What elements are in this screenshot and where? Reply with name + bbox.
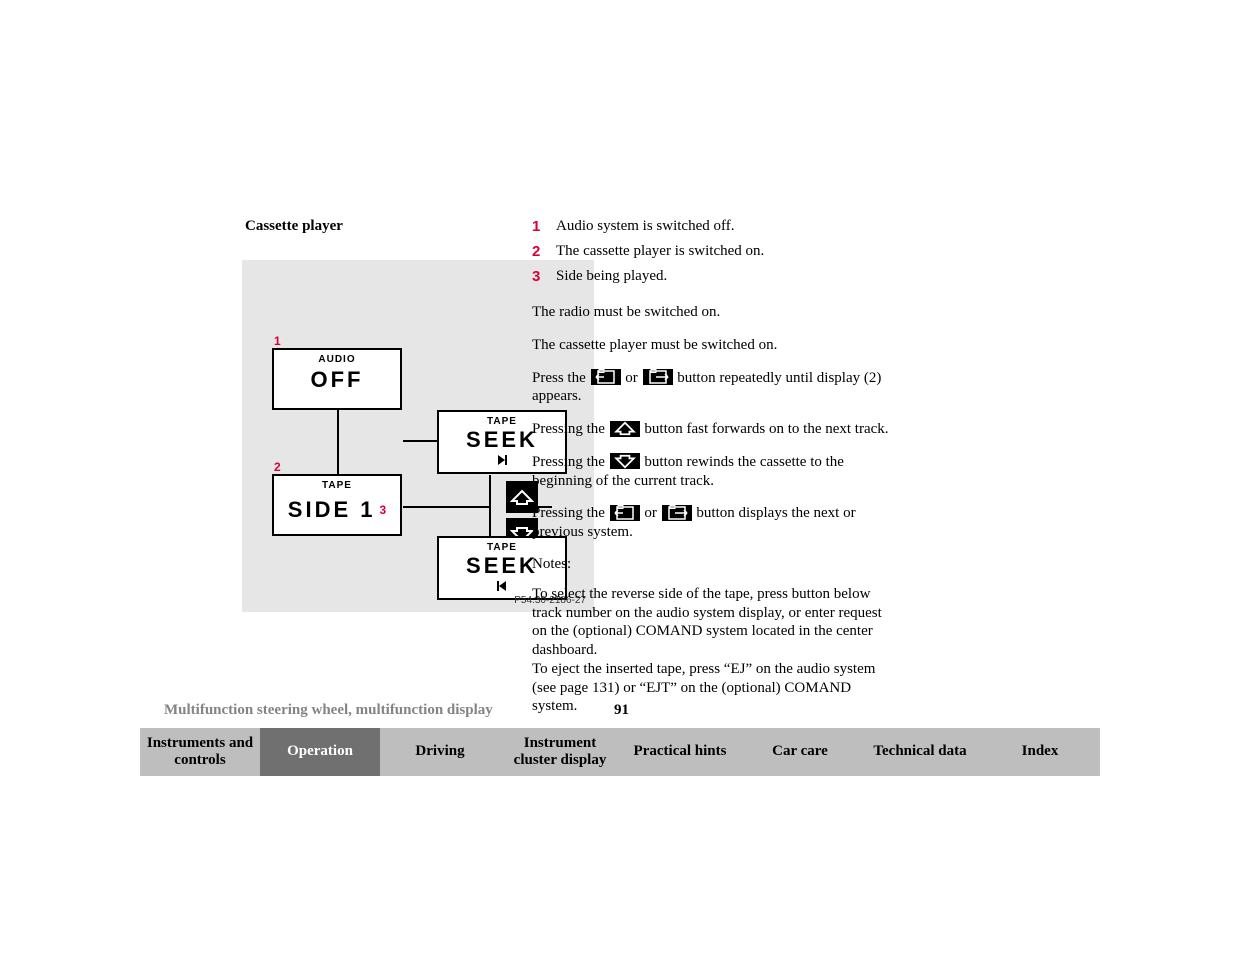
system-left-icon [591, 369, 621, 385]
tab-car-care[interactable]: Car care [740, 728, 860, 776]
paragraph: The cassette player must be switched on. [532, 336, 897, 355]
prev-track-icon [495, 579, 509, 593]
paragraph: Pressing the or button displays the next… [532, 504, 897, 542]
paragraph: Press the or button repeatedly until dis… [532, 369, 897, 407]
text: Pressing the [532, 421, 609, 437]
diagram-box-side: TAPE SIDE 1 3 [272, 474, 402, 536]
tab-index[interactable]: Index [980, 728, 1100, 776]
text: Pressing the [532, 505, 609, 521]
ref-1: 1 [274, 334, 281, 348]
legend-number: 3 [532, 268, 544, 285]
connector [489, 475, 491, 536]
next-track-icon [495, 453, 509, 467]
connector [337, 410, 339, 478]
ref-2: 2 [274, 460, 281, 474]
text: or [625, 370, 641, 386]
up-arrow-icon [510, 489, 534, 506]
tab-instrument-cluster-display[interactable]: Instrument cluster display [500, 728, 620, 776]
down-arrow-icon [610, 453, 640, 469]
notes-heading: Notes: [532, 556, 897, 573]
tab-instruments-and-controls[interactable]: Instruments and controls [140, 728, 260, 776]
tab-technical-data[interactable]: Technical data [860, 728, 980, 776]
paragraph: Pressing the button fast forwards on to … [532, 420, 897, 439]
system-right-icon [662, 505, 692, 521]
legend-number: 1 [532, 218, 544, 235]
legend-text: The cassette player is switched on. [556, 243, 764, 260]
paragraph: Pressing the button rewinds the cassette… [532, 453, 897, 491]
legend-number: 2 [532, 243, 544, 260]
notes-body: To select the reverse side of the tape, … [532, 585, 897, 716]
section-tabbar: Instruments and controlsOperationDriving… [140, 728, 1100, 776]
page-number: 91 [614, 702, 629, 719]
tab-operation[interactable]: Operation [260, 728, 380, 776]
system-right-icon [643, 369, 673, 385]
legend-text: Audio system is switched off. [556, 218, 734, 235]
legend-list: 1 Audio system is switched off. 2 The casse… [532, 218, 897, 285]
legend-row: 3 Side being played. [532, 268, 897, 285]
legend-row: 2 The cassette player is switched on. [532, 243, 897, 260]
running-header: Multifunction steering wheel, multifunct… [164, 702, 493, 719]
box-small: TAPE [274, 480, 400, 491]
ref-3: 3 [380, 503, 387, 517]
text: button fast forwards on to the next trac… [644, 421, 888, 437]
system-left-icon [610, 505, 640, 521]
tab-practical-hints[interactable]: Practical hints [620, 728, 740, 776]
text-column: 1 Audio system is switched off. 2 The casse… [532, 218, 897, 716]
tab-driving[interactable]: Driving [380, 728, 500, 776]
box-small: AUDIO [274, 354, 400, 365]
legend-row: 1 Audio system is switched off. [532, 218, 897, 235]
diagram-box-audio-off: AUDIO OFF [272, 348, 402, 410]
text: Pressing the [532, 454, 609, 470]
paragraph: The radio must be switched on. [532, 303, 897, 322]
up-arrow-icon [610, 421, 640, 437]
connector [403, 440, 437, 442]
box-big: OFF [274, 367, 400, 393]
text: or [644, 505, 660, 521]
section-title: Cassette player [245, 218, 492, 235]
connector [403, 506, 489, 508]
text: Press the [532, 370, 590, 386]
legend-text: Side being played. [556, 268, 667, 285]
box-big: SIDE 1 [288, 497, 376, 523]
